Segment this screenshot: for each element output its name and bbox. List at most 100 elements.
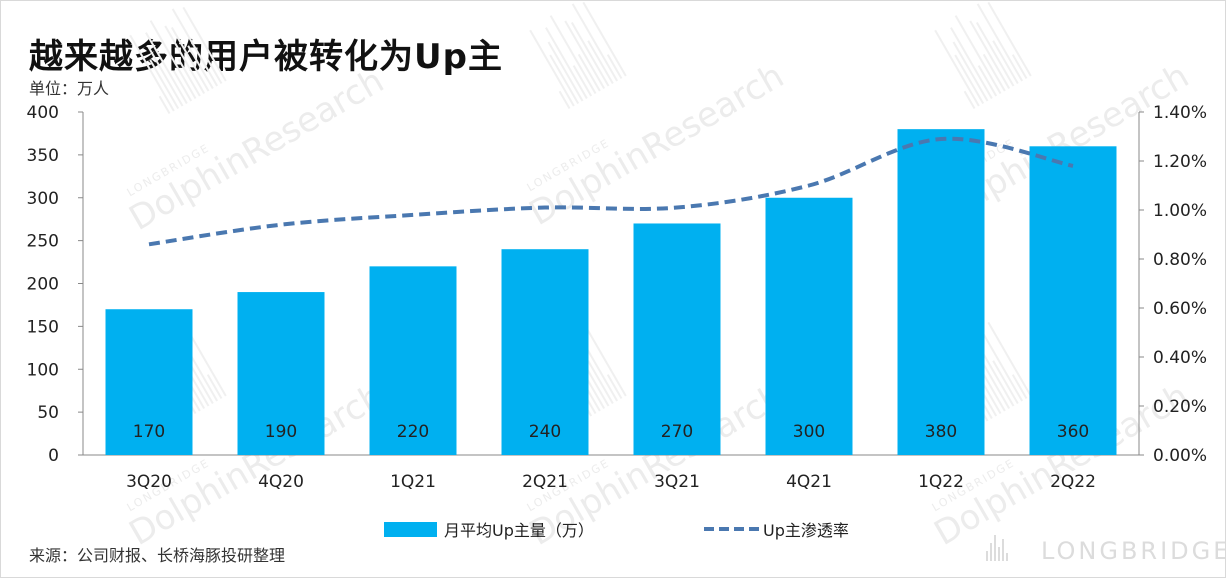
watermark-bar bbox=[172, 70, 193, 102]
y-right-tick-label: 1.00% bbox=[1153, 201, 1207, 221]
watermark-bar bbox=[975, 22, 1015, 87]
watermark-bar bbox=[149, 20, 197, 100]
x-tick-label: 4Q20 bbox=[258, 472, 304, 492]
watermark-bar bbox=[606, 54, 623, 80]
watermark-bar bbox=[570, 22, 610, 87]
x-tick-label: 2Q21 bbox=[522, 472, 568, 492]
watermark-bar bbox=[963, 90, 976, 110]
y-right-tick-label: 0.60% bbox=[1153, 299, 1207, 319]
watermark-bar bbox=[571, 3, 619, 82]
watermark-bar bbox=[147, 46, 184, 107]
watermark-bar bbox=[992, 40, 1019, 85]
x-tick-label: 3Q20 bbox=[126, 472, 172, 492]
watermark-bar bbox=[529, 29, 575, 107]
y-left-tick-label: 50 bbox=[37, 403, 59, 423]
watermark-bar bbox=[572, 65, 593, 97]
y-left-tick-label: 400 bbox=[27, 103, 59, 123]
y-left-tick-label: 100 bbox=[27, 360, 59, 380]
brand-logo-bar bbox=[990, 543, 992, 561]
y-right-tick-label: 1.40% bbox=[1153, 103, 1207, 123]
x-tick-label: 1Q21 bbox=[390, 472, 436, 492]
watermark-bar bbox=[992, 360, 1019, 405]
bar-data-label: 270 bbox=[661, 422, 693, 442]
bar bbox=[897, 129, 985, 455]
brand-logo-bar bbox=[1002, 539, 1004, 561]
watermark-bar bbox=[158, 95, 171, 115]
bar-data-label: 300 bbox=[793, 422, 825, 442]
axes-layer: 0 50 100 150 200 250 300 350 400 0.00% 0.20% 0.40% 0… bbox=[27, 103, 1207, 492]
brand-logo-bar bbox=[994, 535, 996, 561]
watermark-bar bbox=[171, 8, 219, 87]
watermark-bar bbox=[164, 25, 206, 95]
y-left-tick-label: 200 bbox=[27, 275, 59, 295]
x-tick-label: 4Q21 bbox=[786, 472, 832, 492]
bar bbox=[633, 223, 721, 455]
watermark-bar bbox=[545, 27, 588, 100]
watermark-bar bbox=[587, 40, 614, 85]
y-left-tick-label: 250 bbox=[27, 232, 59, 252]
bar bbox=[1029, 146, 1117, 456]
watermark-bar bbox=[558, 90, 571, 110]
y-left-tick-label: 300 bbox=[27, 189, 59, 209]
watermark-main: DolphinResearch bbox=[123, 61, 391, 239]
watermark-bar bbox=[976, 3, 1024, 82]
brand-logo-text: LONGBRIDGE bbox=[1041, 537, 1226, 565]
watermark-bar bbox=[582, 321, 627, 397]
watermark-bar bbox=[177, 58, 201, 97]
bar-data-label: 190 bbox=[265, 422, 297, 442]
x-tick-label: 2Q22 bbox=[1050, 472, 1096, 492]
watermark-bar bbox=[547, 41, 584, 102]
bar-data-label: 360 bbox=[1057, 422, 1089, 442]
line-layer bbox=[148, 136, 1074, 247]
watermark-bar bbox=[145, 32, 188, 105]
watermark-bar bbox=[987, 321, 1032, 397]
bar-data-label: 240 bbox=[529, 422, 561, 442]
watermark-bar bbox=[982, 53, 1006, 92]
bar-data-label: 380 bbox=[925, 422, 957, 442]
x-tick-label: 3Q21 bbox=[654, 472, 700, 492]
watermark-bar bbox=[206, 374, 223, 400]
bars-layer bbox=[105, 129, 1117, 456]
source-note: 来源：公司财报、长桥海豚投研整理 bbox=[29, 546, 286, 565]
y-left-tick-label: 0 bbox=[48, 446, 59, 466]
brand-logo-bar bbox=[1006, 553, 1008, 561]
legend-layer: 月平均Up主量（万） Up主渗透率 bbox=[384, 521, 849, 540]
unit-label: 单位：万人 bbox=[29, 79, 110, 98]
watermark-bar bbox=[149, 59, 180, 110]
watermark-bar bbox=[982, 373, 1006, 412]
bar bbox=[369, 266, 457, 455]
y-right-tick-label: 0.80% bbox=[1153, 250, 1207, 270]
y-right-tick-label: 1.20% bbox=[1153, 152, 1207, 172]
watermark-bar bbox=[564, 20, 606, 90]
bar bbox=[105, 309, 193, 455]
labels-layer: 170 190 220 240 270 300 380 360 bbox=[133, 422, 1089, 442]
watermark-bar bbox=[969, 20, 1011, 90]
watermark-bar bbox=[976, 323, 1024, 402]
legend-line-label: Up主渗透率 bbox=[763, 521, 849, 540]
y-right-tick-label: 0.40% bbox=[1153, 348, 1207, 368]
bar bbox=[765, 197, 853, 455]
watermark-bar bbox=[975, 342, 1015, 407]
watermark-bar bbox=[954, 54, 985, 105]
watermark-bar bbox=[582, 1, 627, 77]
watermark-bar bbox=[987, 1, 1032, 77]
watermark-bar bbox=[206, 59, 223, 85]
watermark-bar bbox=[182, 321, 227, 397]
watermark-bar bbox=[187, 45, 214, 90]
bar bbox=[237, 292, 325, 455]
bar-data-label: 170 bbox=[133, 422, 165, 442]
bar-data-label: 220 bbox=[397, 422, 429, 442]
watermark-bar bbox=[587, 360, 614, 405]
watermark-bar bbox=[950, 27, 993, 100]
watermark-bar bbox=[606, 374, 623, 400]
watermark-bar bbox=[952, 41, 989, 102]
watermark-bar bbox=[549, 15, 597, 95]
watermark-bar bbox=[577, 53, 601, 92]
